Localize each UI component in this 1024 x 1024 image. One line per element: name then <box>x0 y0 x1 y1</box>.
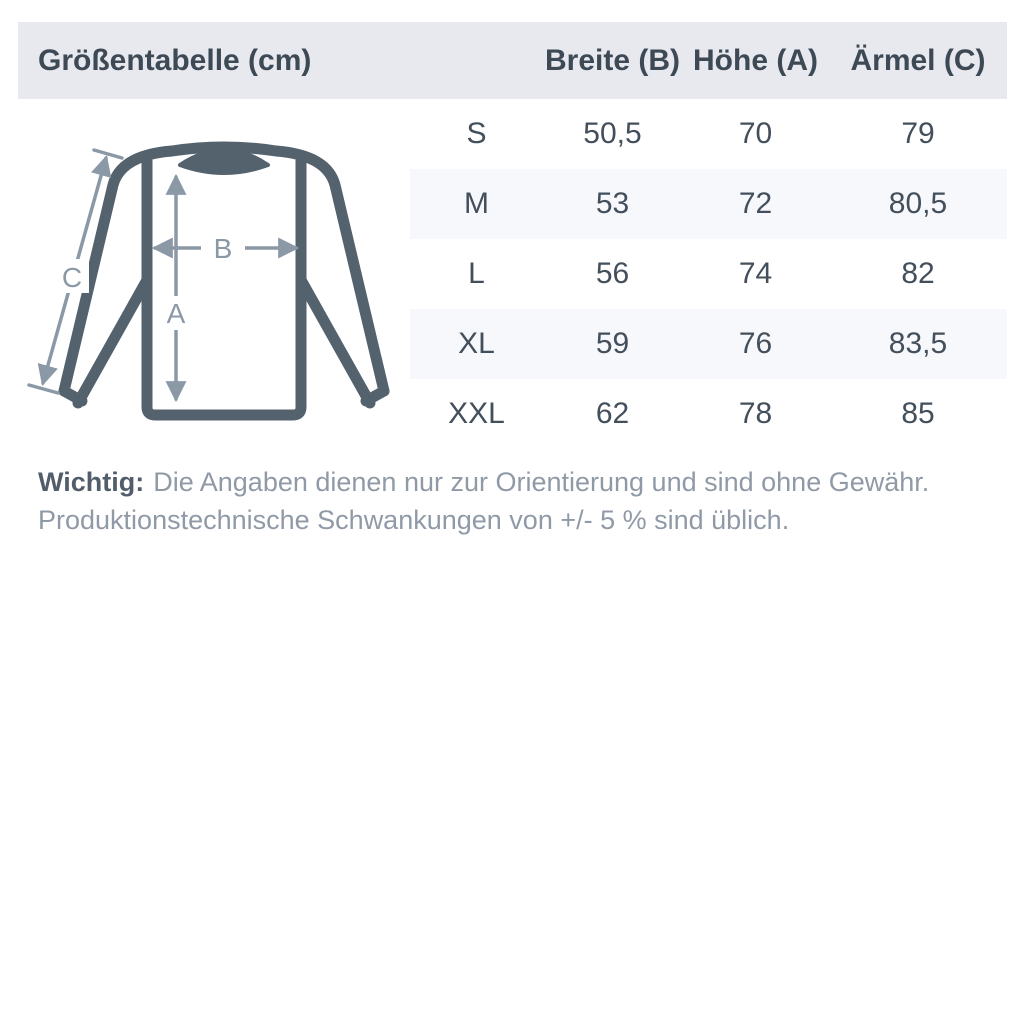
breite-cell: 50,5 <box>583 117 642 150</box>
note-line-1: Wichtig: Die Angaben dienen nur zur Orien… <box>38 463 988 501</box>
sweater-diagram: C B A <box>20 135 410 430</box>
column-header-breite: Breite (B) <box>544 43 680 77</box>
aermel-cell: 82 <box>901 257 935 290</box>
breite-cell: 56 <box>595 257 630 290</box>
aermel-cell: 79 <box>901 117 935 150</box>
label-b: B <box>214 233 233 264</box>
hoehe-cell: 74 <box>738 257 773 290</box>
hoehe-cell: 72 <box>738 187 773 220</box>
height-measure-a: A <box>157 173 195 403</box>
size-cell: L <box>468 257 485 290</box>
size-cell: S <box>466 117 487 150</box>
aermel-cell: 83,5 <box>888 327 948 360</box>
hoehe-cell: 78 <box>738 397 773 430</box>
hoehe-cell: 70 <box>738 117 773 150</box>
label-c: C <box>62 262 82 293</box>
column-headers: Breite (B) Höhe (A) Ärmel (C) <box>410 22 1007 99</box>
column-header-hoehe: Höhe (A) <box>693 43 818 77</box>
column-header-aermel: Ärmel (C) <box>850 43 986 77</box>
collar <box>178 148 270 175</box>
sweater-outline <box>58 141 390 421</box>
size-cell: XXL <box>448 397 505 430</box>
hoehe-cell: 76 <box>738 327 773 360</box>
note-line-2: Produktionstechnische Schwankungen von +… <box>38 501 988 539</box>
table-row-xxl: XXL 62 78 85 <box>410 379 1007 449</box>
width-measure-b: B <box>151 231 300 265</box>
note-text-2: Produktionstechnische Schwankungen von +… <box>38 505 790 535</box>
size-cell: M <box>464 187 489 220</box>
breite-cell: 59 <box>595 327 630 360</box>
aermel-cell: 80,5 <box>888 187 948 220</box>
size-cell: XL <box>458 327 495 360</box>
important-note: Wichtig: Die Angaben dienen nur zur Orien… <box>38 463 988 539</box>
table-row-m: M 53 72 80,5 <box>410 169 1007 239</box>
table-row-s: S 50,5 70 79 <box>410 99 1007 169</box>
breite-cell: 53 <box>595 187 630 220</box>
note-text-1: Die Angaben dienen nur zur Orientierung … <box>153 467 930 497</box>
table-row-xl: XL 59 76 83,5 <box>410 309 1007 379</box>
aermel-cell: 85 <box>901 397 935 430</box>
label-a: A <box>167 298 186 329</box>
sleeve-measure-c: C <box>27 148 124 395</box>
table-row-l: L 56 74 82 <box>410 239 1007 309</box>
size-chart-header: Größentabelle (cm) Breite (B) Höhe (A) Ä… <box>18 22 1007 99</box>
note-label: Wichtig: <box>38 467 145 497</box>
size-table: S 50,5 70 79 M 53 72 80,5 L 56 74 82 XL … <box>410 99 1007 449</box>
chart-title: Größentabelle (cm) <box>38 43 312 77</box>
breite-cell: 62 <box>595 397 630 430</box>
